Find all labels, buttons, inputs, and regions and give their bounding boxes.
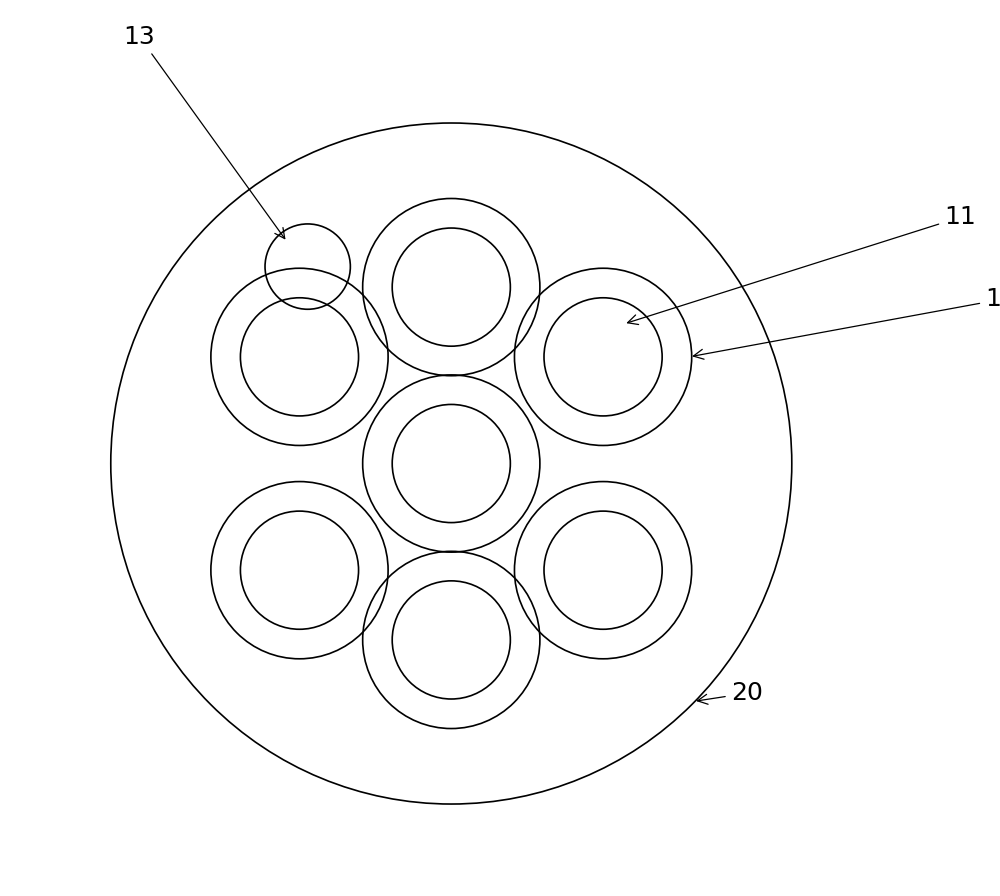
Text: 11: 11 xyxy=(628,205,976,324)
Text: 20: 20 xyxy=(697,681,763,705)
Text: 13: 13 xyxy=(124,25,285,238)
Text: 12: 12 xyxy=(693,288,1000,359)
